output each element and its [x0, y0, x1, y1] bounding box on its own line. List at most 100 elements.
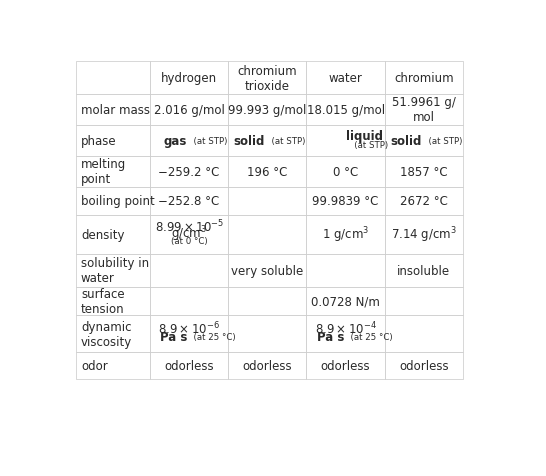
Bar — [228, 157, 306, 188]
Text: solid: solid — [234, 134, 265, 148]
Bar — [150, 316, 228, 352]
Bar — [228, 125, 306, 157]
Bar — [76, 215, 150, 255]
Text: solid: solid — [390, 134, 422, 148]
Text: liquid: liquid — [346, 129, 383, 142]
Text: odorless: odorless — [164, 359, 214, 372]
Text: 0 °C: 0 °C — [333, 166, 358, 178]
Bar — [76, 188, 150, 215]
Text: chromium
trioxide: chromium trioxide — [238, 64, 297, 92]
Text: boiling point: boiling point — [81, 195, 155, 208]
Text: phase: phase — [81, 134, 116, 148]
Bar — [228, 352, 306, 380]
Text: 7.14 g/cm$^3$: 7.14 g/cm$^3$ — [391, 225, 457, 245]
Bar — [306, 188, 385, 215]
Bar — [76, 61, 150, 95]
Text: gas: gas — [164, 134, 187, 148]
Text: g/cm$^3$: g/cm$^3$ — [171, 224, 207, 244]
Bar — [150, 125, 228, 157]
Text: 1857 °C: 1857 °C — [400, 166, 448, 178]
Text: 18.015 g/mol: 18.015 g/mol — [306, 104, 385, 117]
Bar — [150, 188, 228, 215]
Bar — [76, 352, 150, 380]
Text: Pa s: Pa s — [317, 330, 344, 343]
Bar — [150, 215, 228, 255]
Text: very soluble: very soluble — [231, 264, 304, 278]
Bar — [306, 255, 385, 287]
Text: solubility in
water: solubility in water — [81, 257, 149, 285]
Text: Pa s: Pa s — [160, 330, 187, 343]
Text: −259.2 °C: −259.2 °C — [158, 166, 219, 178]
Bar — [385, 215, 463, 255]
Text: molar mass: molar mass — [81, 104, 150, 117]
Text: −252.8 °C: −252.8 °C — [158, 195, 219, 208]
Text: (at 25 °C): (at 25 °C) — [345, 332, 393, 341]
Text: 0.0728 N/m: 0.0728 N/m — [311, 295, 380, 307]
Bar — [228, 287, 306, 316]
Bar — [150, 61, 228, 95]
Bar — [385, 255, 463, 287]
Bar — [76, 316, 150, 352]
Text: (at STP): (at STP) — [188, 137, 227, 145]
Bar — [228, 255, 306, 287]
Text: density: density — [81, 228, 124, 241]
Text: 51.9961 g/
mol: 51.9961 g/ mol — [392, 96, 456, 124]
Bar — [76, 255, 150, 287]
Bar — [306, 215, 385, 255]
Text: odorless: odorless — [242, 359, 292, 372]
Bar — [76, 125, 150, 157]
Text: odorless: odorless — [321, 359, 370, 372]
Text: $8.9\times10^{{-6}}$: $8.9\times10^{{-6}}$ — [158, 320, 220, 336]
Text: 1 g/cm$^3$: 1 g/cm$^3$ — [322, 225, 369, 245]
Text: $8.99\times10^{-5}$: $8.99\times10^{-5}$ — [155, 218, 223, 235]
Bar — [228, 188, 306, 215]
Text: $8.9\times10^{{-4}}$: $8.9\times10^{{-4}}$ — [314, 320, 377, 336]
Text: hydrogen: hydrogen — [161, 72, 217, 85]
Bar — [76, 287, 150, 316]
Bar — [228, 316, 306, 352]
Bar — [150, 287, 228, 316]
Bar — [306, 352, 385, 380]
Bar — [150, 352, 228, 380]
Bar — [306, 157, 385, 188]
Text: dynamic
viscosity: dynamic viscosity — [81, 320, 132, 348]
Text: odor: odor — [81, 359, 108, 372]
Bar — [385, 287, 463, 316]
Bar — [150, 95, 228, 125]
Text: 99.993 g/mol: 99.993 g/mol — [228, 104, 306, 117]
Text: (at STP): (at STP) — [266, 137, 305, 145]
Bar — [306, 287, 385, 316]
Bar — [385, 188, 463, 215]
Bar — [76, 157, 150, 188]
Bar — [150, 157, 228, 188]
Text: chromium: chromium — [394, 72, 454, 85]
Text: 2.016 g/mol: 2.016 g/mol — [153, 104, 224, 117]
Text: melting
point: melting point — [81, 158, 126, 186]
Text: 99.9839 °C: 99.9839 °C — [312, 195, 379, 208]
Bar — [306, 316, 385, 352]
Text: 2672 °C: 2672 °C — [400, 195, 448, 208]
Text: (at STP): (at STP) — [423, 137, 462, 145]
Text: (at 0 °C): (at 0 °C) — [171, 237, 207, 246]
Bar — [385, 316, 463, 352]
Bar — [306, 61, 385, 95]
Bar — [385, 95, 463, 125]
Bar — [306, 125, 385, 157]
Text: 196 °C: 196 °C — [247, 166, 288, 178]
Text: water: water — [329, 72, 363, 85]
Bar — [306, 95, 385, 125]
Bar — [228, 215, 306, 255]
Text: (at STP): (at STP) — [346, 141, 388, 150]
Bar — [385, 61, 463, 95]
Bar — [385, 352, 463, 380]
Text: odorless: odorless — [399, 359, 449, 372]
Bar — [150, 255, 228, 287]
Bar — [385, 125, 463, 157]
Text: insoluble: insoluble — [397, 264, 450, 278]
Bar — [76, 95, 150, 125]
Text: (at 25 °C): (at 25 °C) — [188, 332, 236, 341]
Bar — [385, 157, 463, 188]
Text: surface
tension: surface tension — [81, 287, 124, 315]
Bar — [228, 61, 306, 95]
Bar — [228, 95, 306, 125]
